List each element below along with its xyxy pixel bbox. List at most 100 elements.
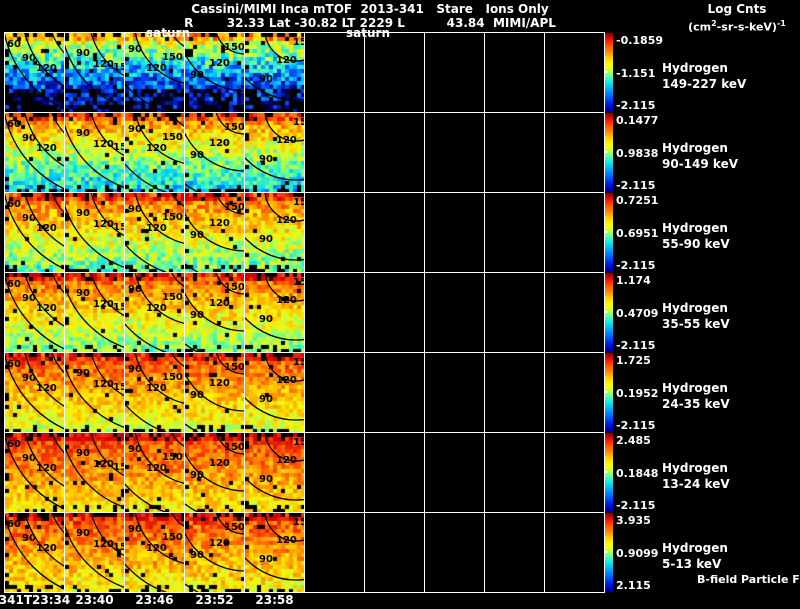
contour-line xyxy=(121,193,124,212)
colorbar xyxy=(605,353,613,432)
heatmap-canvas xyxy=(5,113,64,192)
contour-line xyxy=(171,113,184,127)
contour-label: 120 xyxy=(36,303,57,314)
contour-label: 150 xyxy=(162,532,183,543)
heatmap-panel: 90 120 15 xyxy=(65,193,124,272)
heatmap-panel: 60 90 120 xyxy=(5,273,64,352)
heatmap-canvas xyxy=(185,113,244,192)
colorbar xyxy=(605,513,613,592)
contour-line xyxy=(264,513,304,542)
colorbar-mid-value: 0.9838 xyxy=(616,147,659,160)
contour-label: 90 xyxy=(190,310,204,321)
panel-grid: 60 90 120 90 120 15 90 120 150 90 120 150 90 120 15 60 9… xyxy=(4,32,605,593)
colorbar-mid-value: 0.4709 xyxy=(616,307,659,320)
species-label: Hydrogen xyxy=(662,381,728,395)
contour-label: 90 xyxy=(22,293,36,304)
heatmap-panel: 90 120 15 xyxy=(245,513,304,592)
colorbar-max-value: 1.725 xyxy=(616,354,651,367)
contour-line xyxy=(264,33,304,62)
contour-line xyxy=(245,156,304,181)
species-label: Hydrogen xyxy=(662,541,728,555)
contour-label: 120 xyxy=(36,543,57,554)
contour-label: 90 xyxy=(128,444,142,455)
energy-range-label: 13-24 keV xyxy=(662,477,730,491)
empty-panel xyxy=(545,353,604,432)
contour-label: 120 xyxy=(93,539,114,550)
empty-panel xyxy=(305,513,364,592)
contour-label: 120 xyxy=(276,135,297,146)
heatmap-canvas xyxy=(125,193,184,272)
species-label: Hydrogen xyxy=(662,301,728,315)
empty-panel xyxy=(305,273,364,352)
contour-label: 15 xyxy=(293,517,304,528)
contour-label: 150 xyxy=(224,362,244,373)
contour-label: 120 xyxy=(146,223,167,234)
contour-label: 15 xyxy=(293,197,304,208)
colorbar-units-title: Log Cnts xyxy=(707,2,767,16)
empty-panel xyxy=(485,273,544,352)
heatmap-panel: 90 120 150 xyxy=(185,33,244,112)
colorbar-mid-tick xyxy=(605,311,608,313)
contour-line xyxy=(121,433,124,452)
contour-label: 90 xyxy=(22,373,36,384)
contour-label: 90 xyxy=(76,528,90,539)
contour-label: 15 xyxy=(113,382,124,393)
colorbar-min-value: -2.115 xyxy=(616,499,656,512)
colorbar-units-line: (cm2-sr-s-keV)-1 xyxy=(688,19,786,34)
heatmap-panel: 90 120 150 xyxy=(185,353,244,432)
time-axis-label: 23:46 xyxy=(135,593,174,607)
heatmap-canvas xyxy=(185,33,244,112)
heatmap-panel: 90 120 15 xyxy=(245,353,304,432)
empty-panel xyxy=(305,33,364,112)
contour-label: 120 xyxy=(209,378,230,389)
empty-panel xyxy=(305,113,364,192)
contour-label: 120 xyxy=(276,55,297,66)
empty-panel xyxy=(365,193,424,272)
colorbar-mid-value: 0.6951 xyxy=(616,227,659,240)
empty-panel xyxy=(365,113,424,192)
colorbar-mid-tick xyxy=(605,471,608,473)
empty-panel xyxy=(545,33,604,112)
heatmap-panel: 60 90 120 xyxy=(5,33,64,112)
heatmap-canvas xyxy=(65,513,124,592)
contour-label: 90 xyxy=(128,284,142,295)
contour-label: 15 xyxy=(113,62,124,73)
contour-label: 120 xyxy=(209,458,230,469)
empty-panel xyxy=(425,193,484,272)
heatmap-panel: 90 120 15 xyxy=(65,33,124,112)
time-axis-label: 341T23:34 xyxy=(0,593,71,607)
contour-label: 60 xyxy=(7,39,21,50)
heatmap-canvas xyxy=(5,193,64,272)
contour-label: 90 xyxy=(76,448,90,459)
contour-line xyxy=(171,353,184,367)
contour-label: 15 xyxy=(113,142,124,153)
colorbar-max-value: 2.485 xyxy=(616,434,651,447)
energy-range-label: 149-227 keV xyxy=(662,77,747,91)
contour-label: 150 xyxy=(224,522,244,533)
heatmap-canvas xyxy=(65,113,124,192)
heatmap-canvas xyxy=(125,33,184,112)
contour-line xyxy=(171,433,184,447)
heatmap-canvas xyxy=(185,353,244,432)
contour-line xyxy=(245,236,304,261)
colorbar-min-value: -2.115 xyxy=(616,259,656,272)
heatmap-canvas xyxy=(65,353,124,432)
colorbar-mid-tick xyxy=(605,391,608,393)
heatmap-canvas xyxy=(245,33,304,112)
time-axis-label: 23:52 xyxy=(195,593,234,607)
heatmap-panel: 90 120 150 xyxy=(125,513,184,592)
